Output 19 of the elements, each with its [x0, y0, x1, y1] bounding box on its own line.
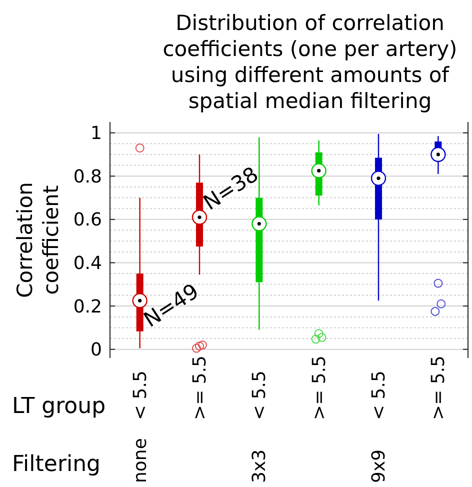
text: 9x9 — [368, 449, 390, 483]
y-tick-label: 0.6 — [73, 210, 102, 231]
y-tick-label: 0.8 — [73, 166, 102, 188]
text: Filtering — [12, 452, 101, 477]
x-tick-label: < 5.5 — [130, 370, 151, 420]
y-tick-label: 0 — [90, 340, 102, 361]
y-tick-label: 1 — [90, 123, 102, 144]
x-tick-label: >= 5.5 — [190, 355, 210, 420]
x-tick-label: >= 5.5 — [308, 355, 330, 420]
y-tick-label: 0.2 — [73, 296, 102, 318]
y-axis-title: Correlation coefficient — [13, 182, 63, 298]
y-tick-label: 0.4 — [73, 253, 102, 274]
x-tick-label: < 5.5 — [368, 370, 390, 420]
x-tick-label: < 5.5 — [249, 370, 270, 420]
text: 3x3 — [249, 449, 270, 483]
text: LT group — [12, 394, 106, 419]
chart-title: Distribution of correlation coefficients (one per artery) using different amounts of spatial median filtering — [162, 11, 458, 113]
x-tick-label: >= 5.5 — [428, 355, 450, 420]
text: none — [130, 438, 151, 483]
